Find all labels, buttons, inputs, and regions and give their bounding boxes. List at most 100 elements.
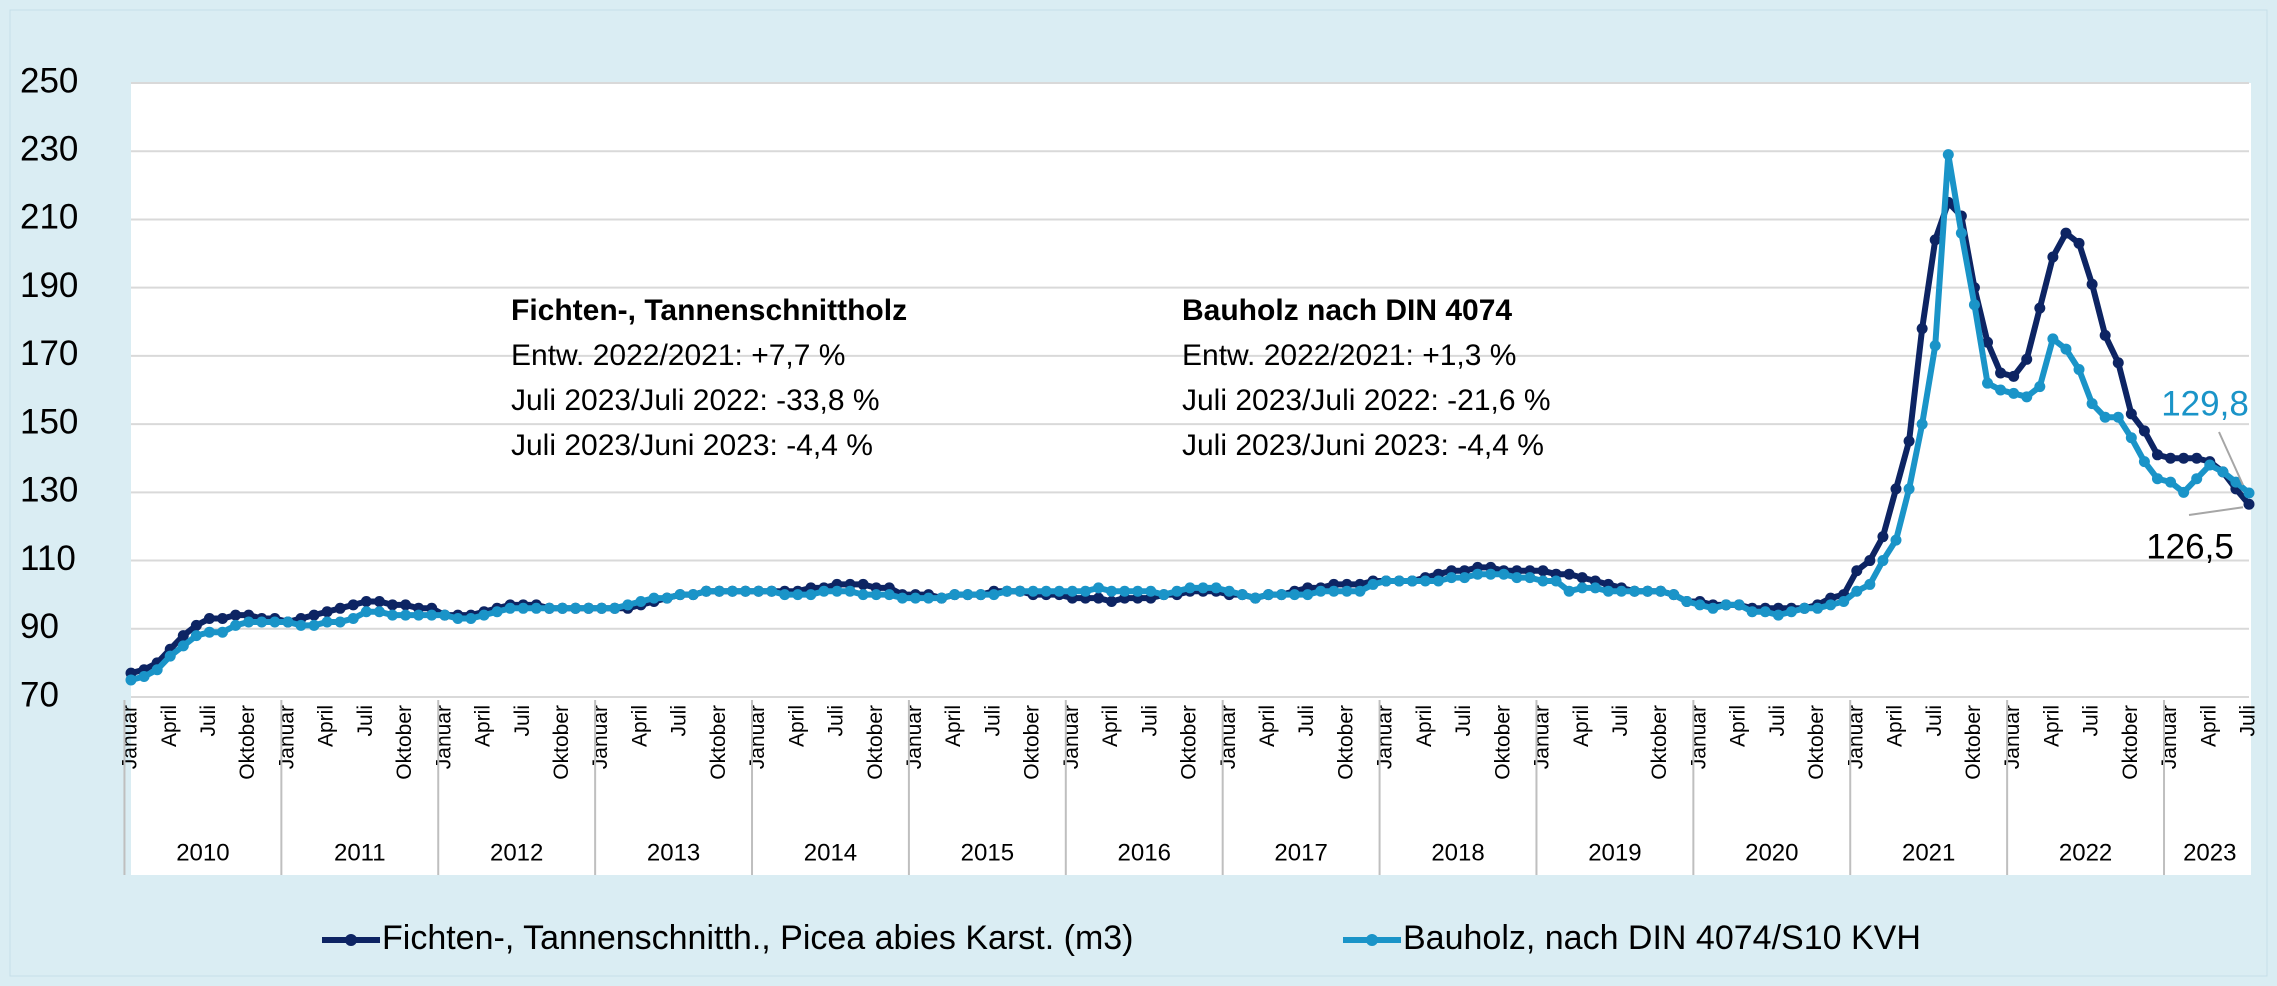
data-point [700,585,712,597]
x-tick-label: April [1884,705,1907,747]
data-point [2125,432,2137,444]
data-point [988,589,1000,601]
data-point [230,619,242,631]
data-point [360,606,372,618]
x-tick-label: April [2197,705,2220,747]
data-point [465,613,477,625]
data-point [1655,585,1667,597]
data-point [478,609,490,621]
year-label: 2022 [2059,839,2112,866]
data-point [818,585,830,597]
data-point [896,592,908,604]
data-point [308,619,320,631]
data-point [1563,568,1575,580]
data-point [1302,589,1314,601]
data-point [2125,408,2137,420]
data-point [2047,333,2059,345]
x-tick-label: Januar [589,705,612,769]
data-point [2138,456,2150,468]
data-point [674,589,686,601]
end-label: 129,8 [2161,384,2249,423]
data-point [491,606,503,618]
data-point [230,609,242,621]
data-point [726,585,738,597]
data-point [1066,585,1078,597]
data-point [1158,589,1170,601]
data-point [1798,602,1810,614]
data-point [543,602,555,614]
data-point [1197,582,1209,594]
data-point [177,640,189,652]
data-point [282,616,294,628]
year-label: 2010 [176,839,229,866]
data-point [2047,251,2059,263]
data-point [321,606,333,618]
data-point [321,616,333,628]
year-label: 2016 [1118,839,1171,866]
x-tick-label: Januar [746,705,769,769]
data-point [243,616,255,628]
data-point [1092,582,1104,594]
data-point [1406,575,1418,587]
data-point [622,599,634,611]
annotation: Juli 2023/Juli 2022: -21,6 % [1182,384,1551,417]
x-tick-label: Oktober [2119,705,2142,780]
data-point [1759,606,1771,618]
data-point [2204,459,2216,471]
x-tick-label: Oktober [864,705,887,780]
data-point [2034,381,2046,393]
data-point [1890,483,1902,495]
y-tick-label: 170 [20,334,78,373]
year-label: 2018 [1431,839,1484,866]
data-point [1733,599,1745,611]
data-point [844,585,856,597]
x-tick-label: Juli [1138,705,1161,737]
data-point [400,609,412,621]
data-point [779,589,791,601]
data-point [2178,486,2190,498]
legend-label: Bauholz, nach DIN 4074/S10 KVH [1403,919,1921,957]
data-point [2073,364,2085,376]
x-tick-label: April [785,705,808,747]
data-point [1289,589,1301,601]
data-point [857,578,869,590]
data-point [125,674,137,686]
x-tick-label: Oktober [1648,705,1671,780]
data-point [177,630,189,642]
data-point [203,626,215,638]
data-point [1550,575,1562,587]
data-point [883,589,895,601]
data-point [2099,411,2111,423]
data-point [2243,487,2255,499]
x-tick-label: Juli [2080,705,2103,737]
x-tick-label: Juli [354,705,377,737]
x-tick-label: Juli [197,705,220,737]
data-point [347,599,359,611]
x-tick-label: Januar [1374,705,1397,769]
data-point [1903,483,1915,495]
data-point [1942,149,1954,161]
data-point [1916,418,1928,430]
data-point [1825,599,1837,611]
x-tick-label: Juli [981,705,1004,737]
data-point [739,585,751,597]
x-tick-label: Juli [1609,705,1632,737]
data-point [2112,357,2124,369]
data-point [1955,227,1967,239]
data-point [949,589,961,601]
data-point [1276,589,1288,601]
x-tick-label: Oktober [707,705,730,780]
x-tick-label: April [1413,705,1436,747]
data-point [2178,452,2190,464]
data-point [138,671,150,683]
year-label: 2012 [490,839,543,866]
x-tick-label: Januar [1531,705,1554,769]
data-point [2191,473,2203,485]
data-point [2112,411,2124,423]
data-point [583,602,595,614]
x-tick-label: April [942,705,965,747]
data-point [1968,299,1980,311]
data-point [2191,452,2203,464]
data-point [1851,585,1863,597]
data-point [295,619,307,631]
